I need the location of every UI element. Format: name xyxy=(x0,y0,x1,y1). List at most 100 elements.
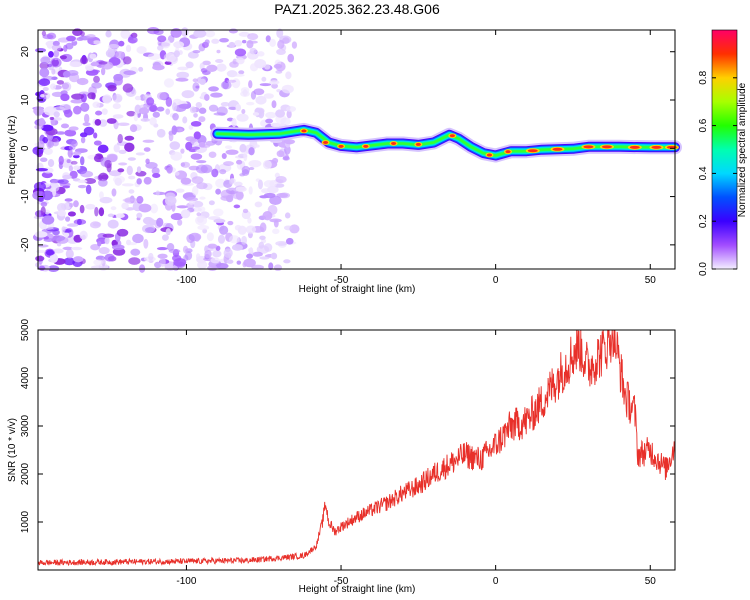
spectrogram-noise-blob xyxy=(93,140,102,146)
spectrogram-noise-blob xyxy=(126,165,133,176)
spectrogram-noise-blob xyxy=(188,200,195,205)
spectrogram-noise-blob xyxy=(44,209,51,215)
spectrogram-noise-blob xyxy=(51,44,62,51)
spectrogram-noise-blob xyxy=(232,73,245,77)
spectrogram-noise-blob xyxy=(169,141,181,150)
spectrogram-noise-blob xyxy=(226,79,237,83)
spectrogram-noise-blob xyxy=(213,208,224,217)
spectrogram-noise-blob xyxy=(246,40,254,49)
spectrogram-noise-blob xyxy=(70,160,78,165)
snr-xtick-label: 50 xyxy=(645,576,657,587)
spectrogram-noise-blob xyxy=(177,219,183,226)
spectrogram-noise-blob xyxy=(53,50,60,58)
spectrogram-noise-blob xyxy=(84,178,97,184)
spectrogram-noise-blob xyxy=(50,57,62,68)
spectrogram-noise-blob xyxy=(152,111,160,118)
spectrogram-noise-blob xyxy=(175,188,185,193)
spectrogram-noise-blob xyxy=(113,73,124,82)
spectrogram-noise-blob xyxy=(71,93,85,100)
spectrogram-noise-blob xyxy=(180,148,185,154)
spectrogram-noise-blob xyxy=(63,232,70,238)
spectrogram-noise-blob xyxy=(98,61,108,65)
spectrogram-noise-blob xyxy=(121,202,129,210)
spectrogram-noise-blob xyxy=(171,125,178,135)
spectrogram-noise-blob xyxy=(202,60,211,66)
spectrogram-noise-blob xyxy=(213,218,226,223)
spectrogram-noise-blob xyxy=(45,249,55,256)
spectrogram-noise-blob xyxy=(68,144,76,151)
spectrogram-noise-blob xyxy=(278,192,291,199)
spectrogram-noise-blob xyxy=(170,27,182,38)
snr-x-axis-label: Height of straight line (km) xyxy=(299,584,416,595)
spectrogram-noise-blob xyxy=(281,84,294,94)
spectrogram-noise-blob xyxy=(80,31,85,37)
spectrogram-noise-blob xyxy=(80,136,86,144)
spectrogram-noise-blob xyxy=(147,26,160,35)
spectrogram-noise-blob xyxy=(60,123,70,129)
spectrogram-noise-blob xyxy=(165,228,171,236)
spectrogram-noise-blob xyxy=(190,153,203,160)
spectrogram-noise-blob xyxy=(285,71,292,80)
spectrogram-noise-blob xyxy=(110,206,117,211)
spectrogram-noise-blob xyxy=(193,113,198,118)
spectrogram-noise-blob xyxy=(219,37,229,43)
spectrogram-noise-blob xyxy=(55,131,66,135)
spectrogram-noise-blob xyxy=(186,234,195,244)
spectrogram-noise-blob xyxy=(59,55,67,60)
spectrogram-noise-blob xyxy=(92,40,102,45)
spectrogram-noise-blob xyxy=(107,44,120,49)
spectrogram-noise-blob xyxy=(63,109,73,118)
colorbar-gradient xyxy=(712,30,737,269)
spectrogram-noise-blob xyxy=(113,144,120,153)
spectrogram-peak xyxy=(629,145,640,149)
spectrogram-noise-blob xyxy=(267,204,278,215)
spectrogram-noise-blob xyxy=(85,65,94,71)
spectrogram-noise-blob xyxy=(41,190,53,201)
spectrogram-noise-blob xyxy=(259,235,266,240)
spectrogram-noise-blob xyxy=(136,212,143,219)
spectrogram-noise-blob xyxy=(63,44,68,52)
spectrogram-noise-blob xyxy=(48,50,54,58)
colorbar-frame xyxy=(711,29,738,270)
spectrogram-noise-blob xyxy=(243,151,248,162)
spectrogram-noise-blob xyxy=(111,188,117,197)
spectrogram-peak xyxy=(552,147,563,151)
spectrogram-peak xyxy=(527,149,538,153)
spectrogram-noise-blob xyxy=(228,235,240,244)
spectrogram-noise-blob xyxy=(228,41,236,48)
spectrogram-noise-blob xyxy=(224,145,233,150)
spectrogram-noise-blob xyxy=(118,149,127,154)
spectrogram-noise-blob xyxy=(99,196,113,204)
spectrogram-noise-blob xyxy=(83,126,95,136)
spectrogram-noise-blob xyxy=(241,235,247,245)
spectrogram-noise-blob xyxy=(248,147,255,156)
spectrogram-noise-blob xyxy=(235,57,245,65)
spectrogram-noise-blob xyxy=(77,179,88,184)
spectrogram-noise-blob xyxy=(107,84,117,92)
spectrogram-peak xyxy=(601,145,612,149)
spectrogram-noise-blob xyxy=(259,256,270,260)
spectrogram-noise-blob xyxy=(76,77,89,86)
spectrogram-noise-blob xyxy=(112,175,125,184)
spectrogram-noise-blob xyxy=(123,56,132,65)
spectrogram-noise-blob xyxy=(254,58,267,69)
spectrogram-noise-blob xyxy=(269,218,282,223)
colorbar-tick-label: 0.4 xyxy=(698,166,709,180)
spectrogram-noise-blob xyxy=(59,182,71,187)
spectrogram-noise-blob xyxy=(220,80,232,90)
spectrogram-noise-blob xyxy=(283,225,293,231)
spectrogram-noise-blob xyxy=(221,152,227,160)
spectrogram-noise-blob xyxy=(64,198,73,202)
spectrogram-noise-blob xyxy=(208,200,215,206)
spectrogram-noise-blob xyxy=(276,28,284,39)
spectrogram-noise-blob xyxy=(182,116,188,124)
spectrogram-noise-blob xyxy=(39,157,48,162)
spectrogram-noise-blob xyxy=(261,76,267,82)
spectrogram-noise-blob xyxy=(199,196,206,200)
spec-xtick-label: -100 xyxy=(176,275,196,286)
spectrogram-noise-blob xyxy=(120,29,131,39)
spectrogram-noise-blob xyxy=(89,221,101,229)
spectrogram-noise-blob xyxy=(156,106,165,112)
spectrogram-noise-blob xyxy=(174,171,180,176)
